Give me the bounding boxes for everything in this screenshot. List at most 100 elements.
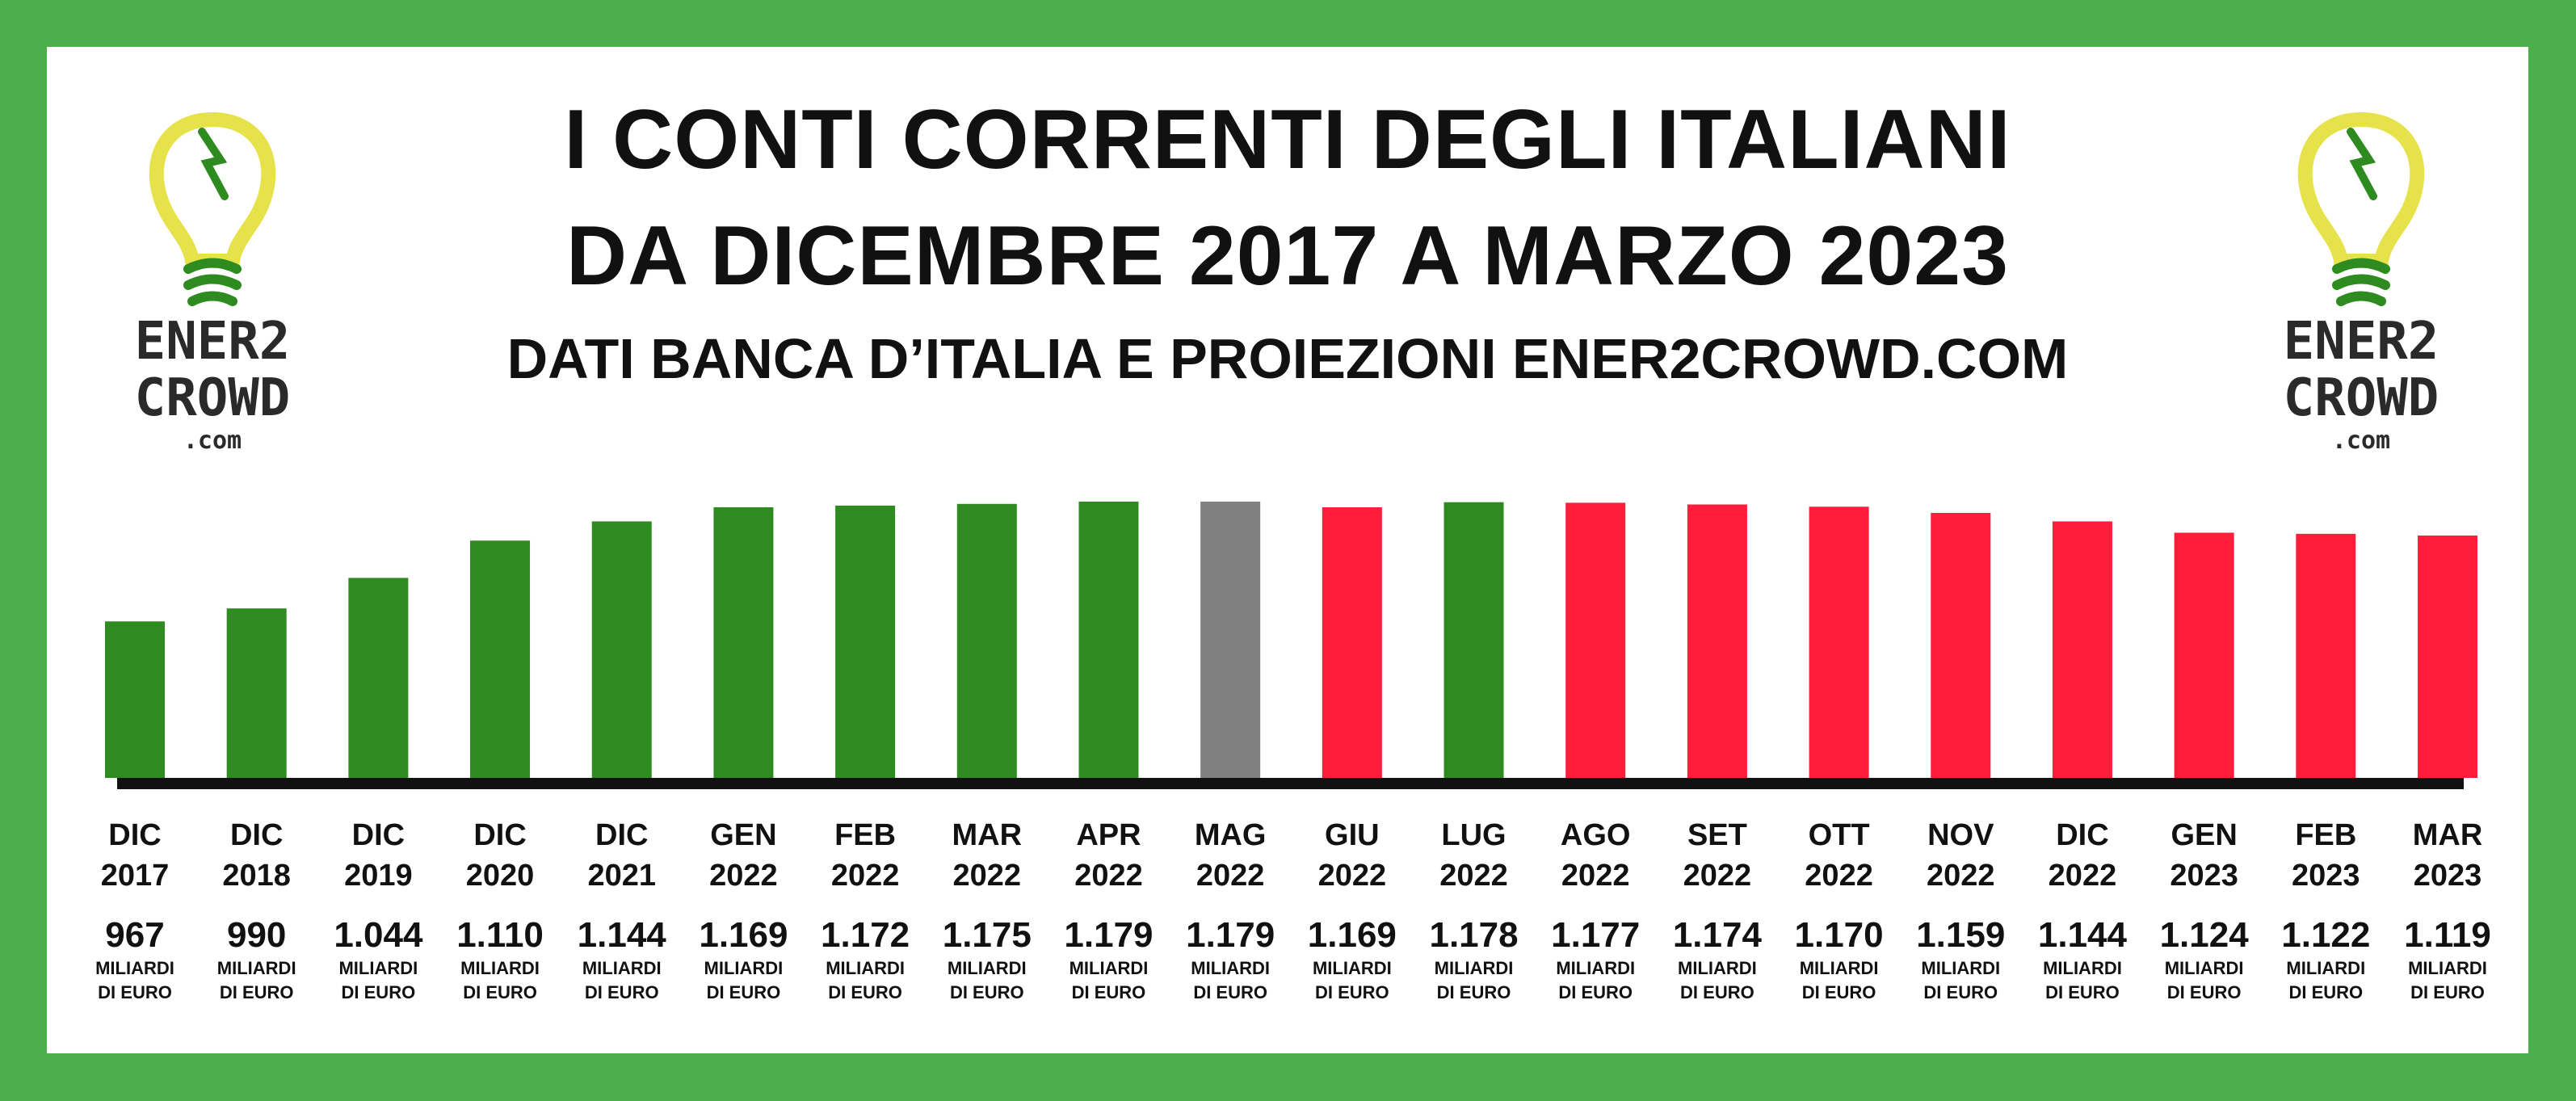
- bar: [226, 608, 287, 778]
- unit-label: MILIARDI: [338, 958, 418, 978]
- category-label-month: SET: [1687, 818, 1747, 852]
- unit-label: DI EURO: [1072, 982, 1146, 1002]
- bar: [1078, 502, 1139, 778]
- unit-label: MILIARDI: [2408, 958, 2487, 978]
- category-label-year: 2022: [1196, 859, 1265, 893]
- logo-text-line-1: ENER2: [2283, 312, 2439, 372]
- unit-label: DI EURO: [1437, 982, 1511, 1002]
- category-label-year: 2022: [1318, 859, 1387, 893]
- category-label-month: GEN: [2170, 818, 2237, 852]
- unit-label: DI EURO: [2410, 982, 2485, 1002]
- category-label-year: 2022: [2049, 859, 2117, 893]
- category-label-month: AGO: [1561, 818, 1631, 852]
- category-label-month: LUG: [1441, 818, 1506, 852]
- bar: [2418, 535, 2477, 778]
- unit-label: MILIARDI: [95, 958, 174, 978]
- bar: [348, 578, 409, 778]
- category-label-month: MAR: [2413, 818, 2483, 852]
- unit-label: MILIARDI: [1069, 958, 1149, 978]
- bar: [1931, 512, 1991, 778]
- unit-label: MILIARDI: [460, 958, 540, 978]
- logo-text-line-2: CROWD: [134, 368, 291, 428]
- unit-label: DI EURO: [707, 982, 781, 1002]
- category-label-month: FEB: [834, 818, 896, 852]
- bar: [105, 621, 165, 778]
- subtitle: DATI BANCA D’ITALIA E PROIEZIONI ENER2CR…: [506, 327, 2069, 390]
- unit-label: DI EURO: [98, 982, 172, 1002]
- value-label: 1.170: [1795, 915, 1884, 955]
- category-label-month: NOV: [1927, 818, 1994, 852]
- unit-label: DI EURO: [950, 982, 1024, 1002]
- unit-label: DI EURO: [2045, 982, 2120, 1002]
- unit-label: DI EURO: [2167, 982, 2242, 1002]
- unit-label: DI EURO: [220, 982, 294, 1002]
- category-label-year: 2022: [1439, 859, 1508, 893]
- logo-text-line-1: ENER2: [134, 312, 291, 372]
- category-label-month: DIC: [595, 818, 648, 852]
- unit-label: MILIARDI: [1435, 958, 1514, 978]
- value-label: 1.178: [1429, 915, 1518, 955]
- unit-label: DI EURO: [1923, 982, 1998, 1002]
- category-label-month: MAR: [952, 818, 1023, 852]
- category-label-year: 2023: [2292, 859, 2360, 893]
- title-line-2: DA DICEMBRE 2017 A MARZO 2023: [566, 209, 2009, 303]
- lightbulb-icon: [149, 111, 276, 306]
- category-label-month: DIC: [473, 818, 526, 852]
- unit-label: DI EURO: [463, 982, 537, 1002]
- category-label-year: 2017: [101, 859, 170, 893]
- category-label-month: APR: [1076, 818, 1141, 852]
- category-label-year: 2022: [1074, 859, 1143, 893]
- value-label: 1.122: [2281, 915, 2370, 955]
- title-line-1: I CONTI CORRENTI DEGLI ITALIANI: [564, 93, 2011, 187]
- unit-label: MILIARDI: [1678, 958, 1757, 978]
- category-label-year: 2022: [831, 859, 900, 893]
- bar: [2174, 532, 2234, 778]
- x-axis-line: [117, 778, 2464, 789]
- unit-label: MILIARDI: [1313, 958, 1392, 978]
- bar: [470, 540, 531, 778]
- unit-label: MILIARDI: [1191, 958, 1270, 978]
- category-label-year: 2019: [344, 859, 413, 893]
- unit-label: DI EURO: [1802, 982, 1876, 1002]
- lightbulb-icon: [2297, 111, 2425, 306]
- unit-label: DI EURO: [1193, 982, 1267, 1002]
- category-label-year: 2020: [466, 859, 535, 893]
- value-label: 1.169: [699, 915, 788, 955]
- unit-label: DI EURO: [1558, 982, 1633, 1002]
- value-label: 1.169: [1308, 915, 1397, 955]
- category-label-month: MAG: [1195, 818, 1267, 852]
- unit-label: MILIARDI: [2165, 958, 2244, 978]
- unit-label: MILIARDI: [704, 958, 784, 978]
- bar: [2052, 521, 2112, 778]
- value-label: 1.119: [2404, 915, 2491, 955]
- value-label: 1.159: [1916, 915, 2005, 955]
- category-label-month: GIU: [1325, 818, 1380, 852]
- category-label-year: 2022: [953, 859, 1022, 893]
- bar: [2296, 533, 2356, 778]
- unit-label: DI EURO: [2288, 982, 2363, 1002]
- bar: [713, 506, 774, 778]
- unit-label: MILIARDI: [2286, 958, 2365, 978]
- unit-label: MILIARDI: [948, 958, 1027, 978]
- value-label: 1.144: [578, 915, 667, 955]
- bar: [1687, 504, 1747, 778]
- unit-label: MILIARDI: [2043, 958, 2122, 978]
- unit-label: MILIARDI: [826, 958, 905, 978]
- value-label: 1.124: [2160, 915, 2250, 955]
- bar: [1809, 506, 1869, 778]
- bar: [1322, 506, 1382, 778]
- value-label: 1.172: [821, 915, 910, 955]
- value-label: 1.179: [1186, 915, 1275, 955]
- value-label: 1.144: [2038, 915, 2128, 955]
- unit-label: DI EURO: [1315, 982, 1389, 1002]
- unit-label: DI EURO: [585, 982, 659, 1002]
- bar: [956, 503, 1017, 778]
- category-label-year: 2023: [2414, 859, 2482, 893]
- unit-label: DI EURO: [342, 982, 416, 1002]
- value-label: 1.175: [943, 915, 1032, 955]
- value-label: 1.044: [334, 915, 423, 955]
- value-label: 967: [105, 915, 164, 955]
- ener2crowd-logo-left: ENER2 CROWD .com: [111, 103, 313, 455]
- value-label: 1.177: [1551, 915, 1640, 955]
- category-label-year: 2022: [709, 859, 778, 893]
